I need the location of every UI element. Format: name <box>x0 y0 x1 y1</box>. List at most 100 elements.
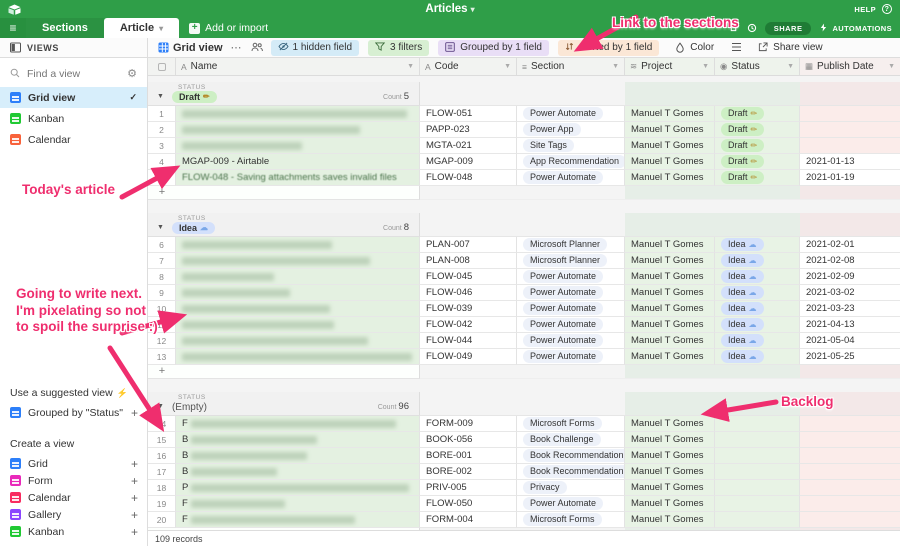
cell-name[interactable] <box>176 349 420 365</box>
cell-project[interactable]: Manuel T Gomes <box>625 416 715 432</box>
app-logo-icon[interactable] <box>8 4 21 15</box>
create-view-form[interactable]: Form + <box>0 472 148 489</box>
collapse-triangle-icon[interactable]: ▼ <box>157 93 164 100</box>
cell-project[interactable]: Manuel T Gomes <box>625 349 715 365</box>
column-header-status[interactable]: ◉ Status ▼ <box>715 58 800 75</box>
cell-code[interactable]: BORE-001 <box>420 448 517 464</box>
cell-name[interactable]: MGAP-009 - Airtable <box>176 154 420 170</box>
add-record-row[interactable]: + <box>148 186 900 200</box>
share-button[interactable]: SHARE <box>764 21 812 35</box>
plus-icon[interactable]: + <box>148 529 176 531</box>
search-input[interactable] <box>27 67 113 80</box>
cell-status[interactable] <box>715 464 800 480</box>
cell-status[interactable]: Idea ☁ <box>715 333 800 349</box>
cell-project[interactable]: Manuel T Gomes <box>625 512 715 528</box>
cell-status[interactable] <box>715 496 800 512</box>
cell-code[interactable]: FORM-004 <box>420 512 517 528</box>
cell-publish-date[interactable] <box>800 448 900 464</box>
sidebar-item-grid-view[interactable]: Grid view ✓ <box>0 87 147 108</box>
cell-project[interactable]: Manuel T Gomes <box>625 253 715 269</box>
cell-publish-date[interactable]: 2021-01-13 <box>800 154 900 170</box>
cell-name[interactable] <box>176 285 420 301</box>
cell-status[interactable]: Idea ☁ <box>715 301 800 317</box>
cell-name[interactable]: F <box>176 496 420 512</box>
collapse-triangle-icon[interactable]: ▼ <box>157 403 164 410</box>
add-record-row[interactable]: + <box>148 528 900 530</box>
cell-publish-date[interactable] <box>800 416 900 432</box>
cell-publish-date[interactable]: 2021-01-19 <box>800 170 900 186</box>
cell-publish-date[interactable]: 2021-04-13 <box>800 317 900 333</box>
cell-section[interactable]: Power Automate <box>517 317 625 333</box>
cell-status[interactable]: Draft ✏ <box>715 122 800 138</box>
cell-project[interactable]: Manuel T Gomes <box>625 154 715 170</box>
sidebar-item-calendar[interactable]: Calendar <box>0 129 147 150</box>
cell-publish-date[interactable] <box>800 138 900 154</box>
row-number[interactable]: 19 <box>148 496 176 512</box>
cell-name[interactable] <box>176 253 420 269</box>
cell-name[interactable] <box>176 106 420 122</box>
cell-name[interactable] <box>176 333 420 349</box>
cell-project[interactable]: Manuel T Gomes <box>625 333 715 349</box>
group-header-left[interactable]: ▼ STATUS (Empty) Count 96 <box>148 392 420 416</box>
cell-section[interactable]: Book Challenge <box>517 432 625 448</box>
cell-section[interactable]: Privacy <box>517 480 625 496</box>
cell-code[interactable]: BOOK-056 <box>420 432 517 448</box>
cell-code[interactable]: FORM-009 <box>420 416 517 432</box>
cell-name[interactable] <box>176 269 420 285</box>
cell-code[interactable]: FLOW-045 <box>420 269 517 285</box>
cell-code[interactable]: FLOW-046 <box>420 285 517 301</box>
cell-publish-date[interactable]: 2021-02-09 <box>800 269 900 285</box>
plus-icon[interactable]: + <box>158 186 166 198</box>
row-number[interactable]: 5 <box>148 170 176 186</box>
filters-button[interactable]: 3 filters <box>368 39 430 56</box>
cell-project[interactable]: Manuel T Gomes <box>625 170 715 186</box>
cell-status[interactable] <box>715 512 800 528</box>
cell-status[interactable] <box>715 480 800 496</box>
cell-name[interactable] <box>176 317 420 333</box>
cell-publish-date[interactable] <box>800 480 900 496</box>
cell-section[interactable]: Power Automate <box>517 170 625 186</box>
cell-section[interactable]: Microsoft Forms <box>517 512 625 528</box>
row-number[interactable]: 6 <box>148 237 176 253</box>
plus-icon[interactable]: + <box>130 507 138 522</box>
cell-name[interactable]: B <box>176 448 420 464</box>
cell-section[interactable]: Power Automate <box>517 285 625 301</box>
help-link[interactable]: HELP <box>854 4 876 14</box>
add-record-left[interactable]: + <box>148 186 420 200</box>
cell-section[interactable]: Power Automate <box>517 333 625 349</box>
history-icon[interactable] <box>747 23 757 33</box>
cell-section[interactable]: Power Automate <box>517 349 625 365</box>
cell-publish-date[interactable]: 2021-05-04 <box>800 333 900 349</box>
cell-status[interactable]: Draft ✏ <box>715 106 800 122</box>
column-header-publish-date[interactable]: ▦ Publish Date ▼ <box>800 58 900 75</box>
cell-publish-date[interactable]: 2021-02-01 <box>800 237 900 253</box>
plus-icon[interactable]: + <box>130 524 138 539</box>
cell-section[interactable]: Power Automate <box>517 106 625 122</box>
create-view-calendar[interactable]: Calendar + <box>0 489 148 506</box>
plus-icon[interactable]: + <box>158 365 166 377</box>
gear-icon[interactable]: ⚙ <box>127 68 137 80</box>
cell-code[interactable]: PLAN-007 <box>420 237 517 253</box>
group-header-left[interactable]: ▼ STATUS Idea ☁ Count 8 <box>148 213 420 237</box>
create-view-gallery[interactable]: Gallery + <box>0 506 148 523</box>
cell-status[interactable]: Idea ☁ <box>715 349 800 365</box>
cell-code[interactable]: FLOW-050 <box>420 496 517 512</box>
row-number[interactable]: 9 <box>148 285 176 301</box>
cell-code[interactable]: MGAP-009 <box>420 154 517 170</box>
suggested-grouped-by-status[interactable]: Grouped by "Status" + <box>0 404 148 421</box>
cell-name[interactable] <box>176 237 420 253</box>
create-view-kanban[interactable]: Kanban + <box>0 523 148 540</box>
row-number[interactable]: 13 <box>148 349 176 365</box>
cell-name[interactable] <box>176 301 420 317</box>
cell-status[interactable]: Draft ✏ <box>715 154 800 170</box>
cell-section[interactable]: Microsoft Planner <box>517 237 625 253</box>
select-all-checkbox[interactable] <box>148 58 176 75</box>
column-header-name[interactable]: A Name ▼ <box>176 58 420 75</box>
cell-publish-date[interactable] <box>800 512 900 528</box>
tab-sections[interactable]: Sections <box>26 18 104 38</box>
row-number[interactable]: 20 <box>148 512 176 528</box>
cell-project[interactable]: Manuel T Gomes <box>625 285 715 301</box>
cell-section[interactable]: Book Recommendation <box>517 464 625 480</box>
row-number[interactable]: 1 <box>148 106 176 122</box>
collapse-triangle-icon[interactable]: ▼ <box>157 224 164 231</box>
